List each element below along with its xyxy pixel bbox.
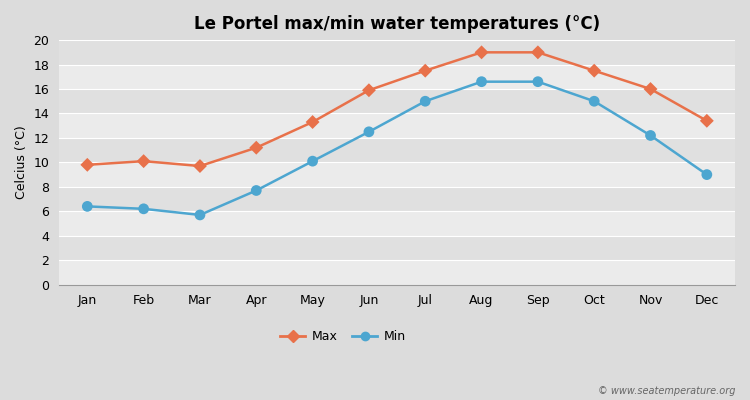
Bar (59, 114, 735, 138)
Point (588, 68, 600, 74)
Point (194, 212, 206, 218)
Bar (59, 138, 735, 162)
Title: Le Portel max/min water temperatures (°C): Le Portel max/min water temperatures (°C… (194, 15, 600, 33)
Bar (59, 211, 735, 236)
Point (532, 49, 544, 56)
Point (363, 87, 375, 94)
Point (419, 68, 431, 74)
Bar (59, 40, 735, 64)
Bar (59, 260, 735, 285)
Point (251, 144, 262, 151)
Bar (59, 89, 735, 114)
Point (700, 118, 712, 124)
Point (251, 187, 262, 194)
Bar (59, 64, 735, 89)
Point (644, 86, 656, 92)
Point (644, 132, 656, 139)
Point (476, 49, 488, 56)
Bar (59, 187, 735, 211)
Point (307, 119, 319, 125)
Point (138, 206, 150, 212)
Point (588, 98, 600, 104)
Point (81, 203, 93, 210)
Point (363, 129, 375, 135)
Y-axis label: Celcius (°C): Celcius (°C) (15, 126, 28, 199)
Legend: Max, Min: Max, Min (275, 325, 411, 348)
Bar (59, 162, 735, 187)
Point (476, 78, 488, 85)
Bar (59, 236, 735, 260)
Point (532, 78, 544, 85)
Point (194, 163, 206, 169)
Point (419, 98, 431, 104)
Text: © www.seatemperature.org: © www.seatemperature.org (598, 386, 735, 396)
Point (307, 158, 319, 164)
Point (81, 162, 93, 168)
Point (700, 171, 712, 178)
Point (138, 158, 150, 164)
